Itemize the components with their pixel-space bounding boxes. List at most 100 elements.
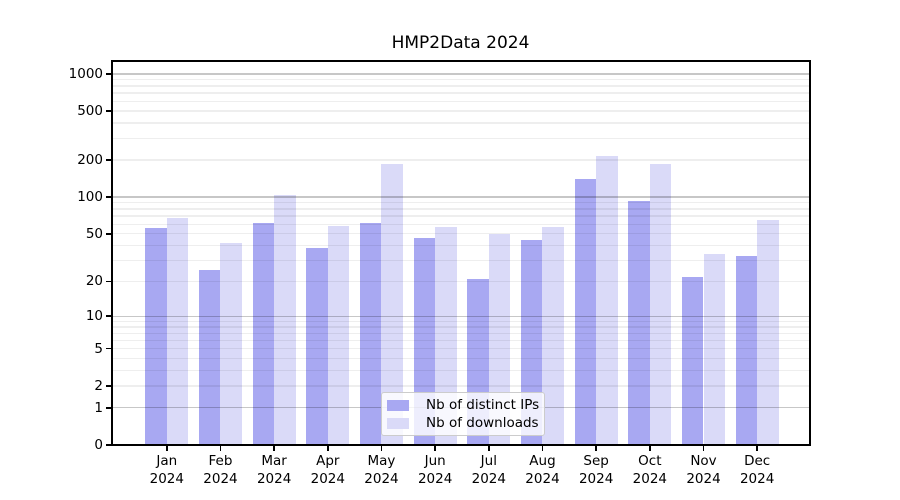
x-tick-mark-mar-2024 xyxy=(273,446,275,451)
axis-spine-top xyxy=(110,59,811,62)
gridline-minor-200 xyxy=(112,159,809,161)
x-tick-mark-apr-2024 xyxy=(327,446,329,451)
x-tick-label-mar-2024: Mar 2024 xyxy=(256,453,292,487)
bar-downloads-oct-2024 xyxy=(649,164,672,444)
y-tick-mark-50 xyxy=(105,233,111,235)
gridline-minor-8 xyxy=(112,326,809,328)
gridline-minor-4 xyxy=(112,357,809,360)
bar-distinct-ips-jan-2024 xyxy=(145,227,167,444)
bar-downloads-jul-2024 xyxy=(488,233,511,444)
y-tick-label-2: 2 xyxy=(94,377,103,394)
axis-spine-right xyxy=(808,59,811,446)
x-tick-label-aug-2024: Aug 2024 xyxy=(525,453,560,487)
bar-downloads-apr-2024 xyxy=(327,225,350,444)
bar-downloads-jun-2024 xyxy=(435,226,457,444)
y-tick-label-20: 20 xyxy=(85,273,103,290)
y-tick-mark-2 xyxy=(105,385,111,387)
y-tick-mark-1000 xyxy=(105,73,111,75)
bar-distinct-ips-sep-2024 xyxy=(574,178,597,444)
y-tick-label-500: 500 xyxy=(77,103,103,120)
gridline-minor-50 xyxy=(112,233,809,235)
legend-swatch-downloads xyxy=(387,417,409,429)
y-tick-label-100: 100 xyxy=(77,189,103,206)
bar-distinct-ips-feb-2024 xyxy=(198,269,221,444)
x-tick-mark-jun-2024 xyxy=(434,446,436,451)
gridline-major-1000 xyxy=(112,73,809,75)
bar-distinct-ips-apr-2024 xyxy=(306,248,328,444)
gridline-minor-900 xyxy=(112,78,809,81)
x-tick-mark-feb-2024 xyxy=(219,446,222,451)
gridline-minor-5 xyxy=(112,348,809,350)
gridline-minor-400 xyxy=(112,122,809,124)
x-tick-mark-oct-2024 xyxy=(649,446,651,451)
gridline-major-10 xyxy=(112,315,809,317)
x-tick-mark-jul-2024 xyxy=(488,446,490,451)
gridline-minor-70 xyxy=(112,215,809,217)
y-tick-mark-20 xyxy=(105,280,111,283)
gridline-minor-40 xyxy=(112,244,809,247)
x-tick-label-dec-2024: Dec 2024 xyxy=(739,453,775,487)
bar-downloads-aug-2024 xyxy=(542,226,565,444)
gridline-minor-60 xyxy=(112,223,809,225)
x-tick-label-jul-2024: Jul 2024 xyxy=(471,453,506,487)
gridline-minor-80 xyxy=(112,208,809,210)
axis-spine-left xyxy=(110,59,113,446)
y-tick-label-5: 5 xyxy=(94,340,103,357)
y-tick-mark-100 xyxy=(105,196,111,198)
y-tick-label-0: 0 xyxy=(94,437,103,453)
gridline-minor-2 xyxy=(112,385,809,387)
chart-title: HMP2Data 2024 xyxy=(391,33,530,53)
x-tick-label-apr-2024: Apr 2024 xyxy=(310,453,345,487)
axis-spine-bottom xyxy=(110,444,811,446)
y-tick-mark-500 xyxy=(105,110,111,112)
y-tick-mark-0 xyxy=(105,444,111,446)
legend-label-distinct-ips: Nb of distinct IPs xyxy=(426,397,540,413)
bar-downloads-jan-2024 xyxy=(166,218,189,444)
bar-downloads-nov-2024 xyxy=(703,253,726,444)
gridline-minor-3 xyxy=(112,369,809,372)
x-tick-mark-may-2024 xyxy=(380,446,383,451)
gridline-minor-500 xyxy=(112,110,809,112)
x-tick-mark-sep-2024 xyxy=(595,446,597,451)
x-tick-label-jun-2024: Jun 2024 xyxy=(417,453,453,487)
gridline-minor-30 xyxy=(112,259,809,262)
x-tick-mark-nov-2024 xyxy=(702,446,705,451)
y-tick-label-50: 50 xyxy=(85,225,103,242)
legend: Nb of distinct IPs Nb of downloads xyxy=(381,392,545,436)
gridline-minor-600 xyxy=(112,100,809,102)
gridline-minor-7 xyxy=(112,332,809,334)
bar-distinct-ips-oct-2024 xyxy=(628,200,650,444)
y-tick-label-1000: 1000 xyxy=(68,65,103,82)
bar-downloads-dec-2024 xyxy=(757,219,779,444)
legend-item-downloads: Nb of downloads xyxy=(387,415,539,431)
gridline-minor-800 xyxy=(112,85,809,87)
x-tick-label-may-2024: May 2024 xyxy=(364,453,399,487)
legend-swatch-distinct-ips xyxy=(387,399,409,411)
bar-distinct-ips-may-2024 xyxy=(359,223,382,444)
gridline-minor-20 xyxy=(112,280,809,283)
gridline-minor-9 xyxy=(112,320,809,322)
bar-downloads-sep-2024 xyxy=(596,156,618,444)
y-tick-label-1: 1 xyxy=(94,399,103,416)
gridline-minor-6 xyxy=(112,339,809,342)
y-tick-mark-5 xyxy=(105,347,111,350)
bar-downloads-feb-2024 xyxy=(220,242,243,444)
legend-label-downloads: Nb of downloads xyxy=(426,415,539,431)
x-tick-mark-dec-2024 xyxy=(756,446,758,451)
y-tick-mark-1 xyxy=(105,407,111,409)
legend-item-distinct-ips: Nb of distinct IPs xyxy=(387,397,540,413)
bar-distinct-ips-mar-2024 xyxy=(252,223,275,444)
gridline-minor-90 xyxy=(112,202,809,204)
x-tick-label-sep-2024: Sep 2024 xyxy=(578,453,614,487)
x-tick-mark-aug-2024 xyxy=(541,446,544,451)
bar-downloads-mar-2024 xyxy=(274,195,296,444)
x-tick-label-jan-2024: Jan 2024 xyxy=(149,453,184,487)
y-tick-label-200: 200 xyxy=(77,152,103,169)
x-tick-mark-jan-2024 xyxy=(166,446,168,451)
bar-distinct-ips-nov-2024 xyxy=(681,276,704,444)
x-tick-label-oct-2024: Oct 2024 xyxy=(632,453,667,487)
bar-distinct-ips-dec-2024 xyxy=(735,255,758,444)
gridline-minor-700 xyxy=(112,92,809,94)
y-tick-mark-10 xyxy=(105,315,111,317)
